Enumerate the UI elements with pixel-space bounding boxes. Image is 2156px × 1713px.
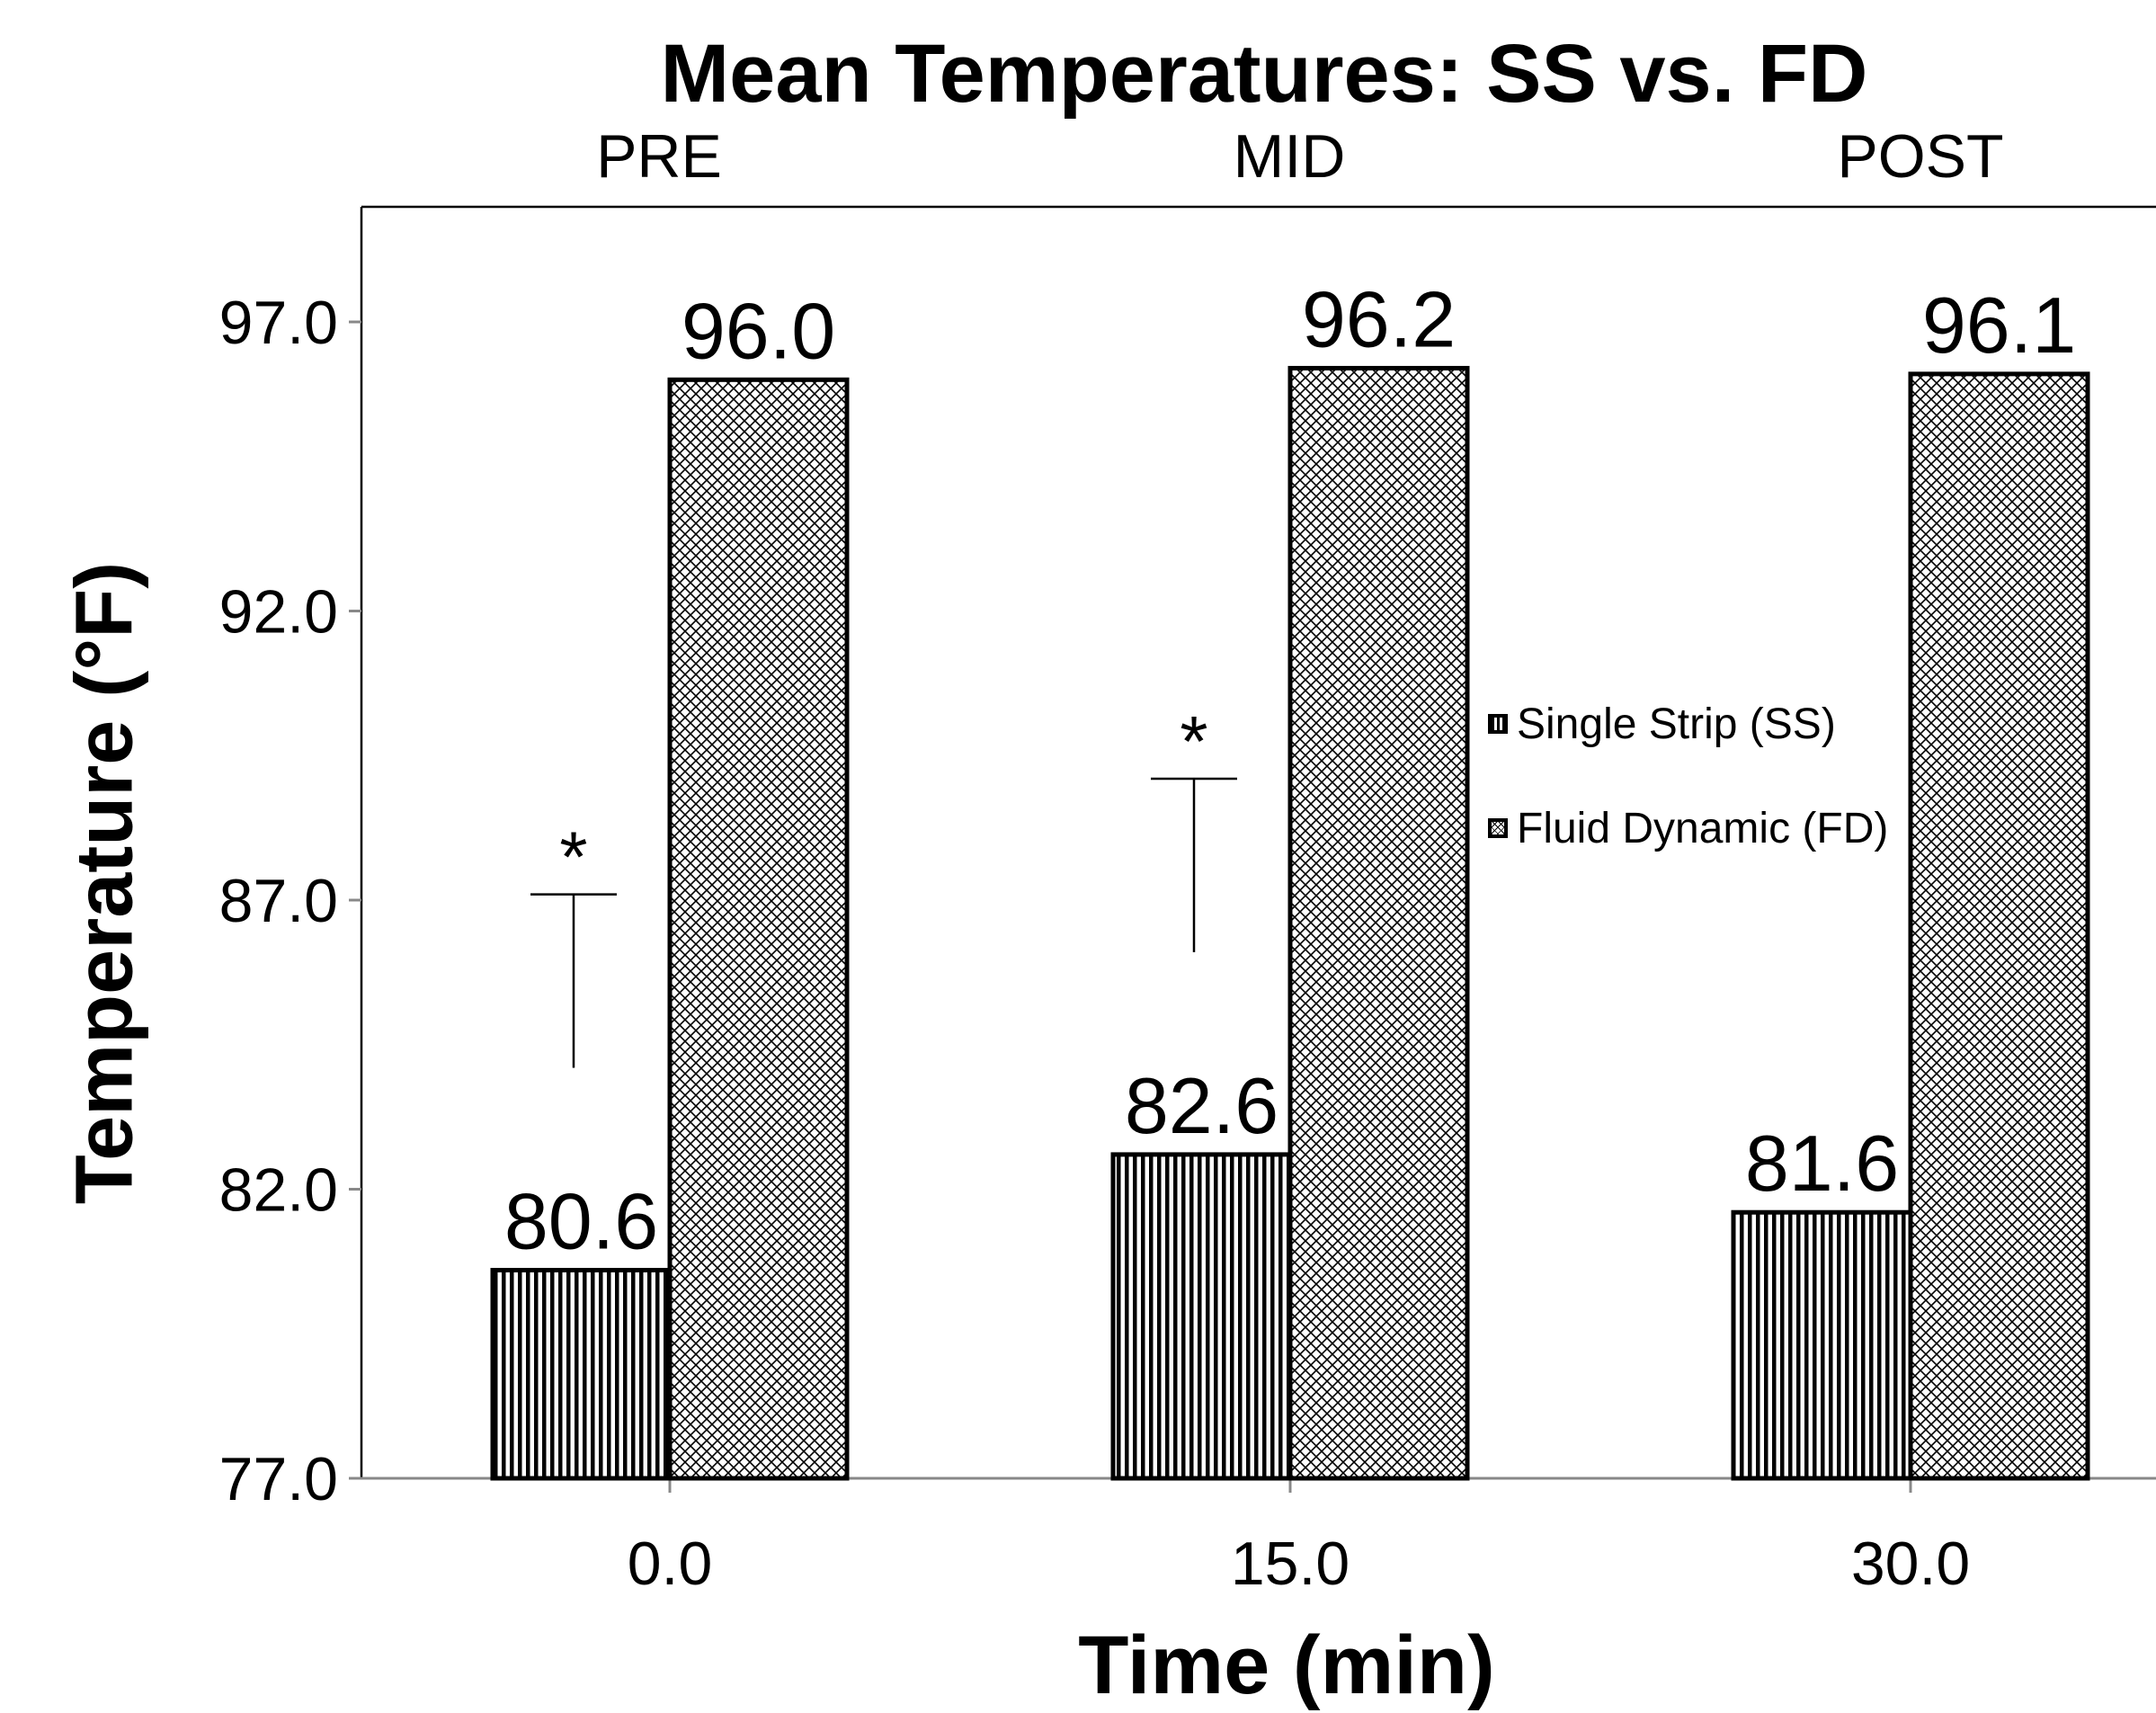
chart-title: Mean Temperatures: SS vs. FD bbox=[660, 28, 1868, 120]
x-tick-label: 15.0 bbox=[1231, 1530, 1350, 1598]
legend: Single Strip (SS) Fluid Dynamic (FD) bbox=[1488, 692, 1888, 860]
significance-marker: * bbox=[1180, 701, 1207, 781]
data-label-fd: 96.0 bbox=[682, 286, 835, 375]
y-tick-label: 97.0 bbox=[219, 289, 338, 357]
data-label-fd: 96.2 bbox=[1302, 274, 1456, 363]
x-tick-label: 0.0 bbox=[628, 1530, 713, 1598]
legend-item-fd: Fluid Dynamic (FD) bbox=[1488, 797, 1888, 860]
y-tick-label: 92.0 bbox=[219, 578, 338, 647]
x-tick-label: 30.0 bbox=[1851, 1530, 1970, 1598]
data-label-ss: 80.6 bbox=[504, 1177, 658, 1266]
phase-label-mid: MID bbox=[1233, 122, 1346, 191]
phase-label-pre: PRE bbox=[596, 122, 722, 191]
bar-fd bbox=[667, 377, 850, 1481]
legend-swatch-ss bbox=[1488, 714, 1508, 734]
phase-label-post: POST bbox=[1837, 122, 2004, 191]
bar-ss bbox=[1110, 1152, 1293, 1481]
bar-fd bbox=[1287, 365, 1470, 1481]
bar-ss bbox=[1731, 1209, 1913, 1481]
data-label-ss: 81.6 bbox=[1745, 1119, 1899, 1208]
x-axis-label: Time (min) bbox=[1078, 1619, 1495, 1711]
data-label-ss: 82.6 bbox=[1125, 1061, 1278, 1150]
y-tick-label: 77.0 bbox=[219, 1445, 338, 1513]
bar-ss bbox=[490, 1268, 673, 1481]
legend-swatch-fd bbox=[1488, 818, 1508, 838]
y-tick-label: 82.0 bbox=[219, 1156, 338, 1225]
significance-marker: * bbox=[559, 817, 587, 897]
legend-label-fd: Fluid Dynamic (FD) bbox=[1517, 804, 1889, 852]
data-label-fd: 96.1 bbox=[1922, 281, 2076, 370]
bar-fd bbox=[1908, 371, 2090, 1481]
legend-label-ss: Single Strip (SS) bbox=[1517, 700, 1836, 748]
y-tick-label: 87.0 bbox=[219, 867, 338, 935]
legend-item-ss: Single Strip (SS) bbox=[1488, 692, 1888, 755]
